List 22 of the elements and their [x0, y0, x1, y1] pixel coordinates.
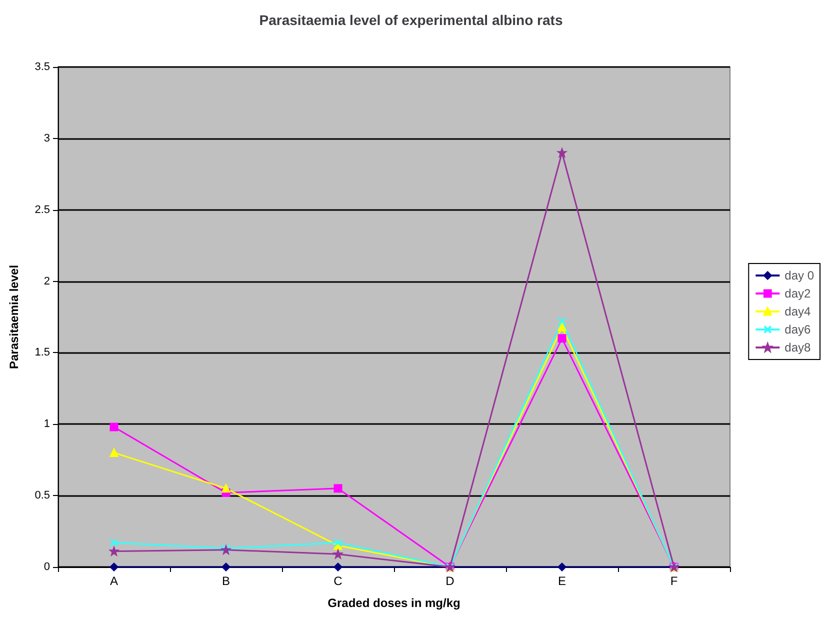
- x-tick-label: A: [110, 574, 118, 588]
- x-tick-label: E: [558, 574, 566, 588]
- y-tick-label: 2.5: [34, 204, 50, 216]
- x-tick-label: B: [222, 574, 230, 588]
- y-tick-label: 1: [44, 418, 50, 430]
- y-tick-label: 3.5: [34, 61, 50, 73]
- y-tick-label: 2: [44, 275, 50, 288]
- legend-label: day 0: [784, 268, 814, 282]
- x-tick-label: D: [446, 574, 455, 588]
- x-tick-label: F: [670, 574, 678, 588]
- y-tick-label: 3: [44, 132, 50, 144]
- x-tick-label: C: [334, 574, 343, 588]
- y-axis-title: Parasitaemia level: [7, 264, 21, 370]
- legend-label: day6: [784, 322, 811, 336]
- y-tick-label: 0: [44, 561, 50, 573]
- legend-label: day8: [784, 340, 811, 354]
- y-tick-label: 0.5: [34, 490, 50, 502]
- x-axis-title: Graded doses in mg/kg: [328, 596, 460, 610]
- y-tick-label: 1.5: [34, 346, 50, 359]
- legend-label: day2: [784, 286, 811, 300]
- legend-label: day4: [784, 304, 811, 318]
- chart-title: Parasitaemia level of experimental albino rats: [259, 12, 563, 28]
